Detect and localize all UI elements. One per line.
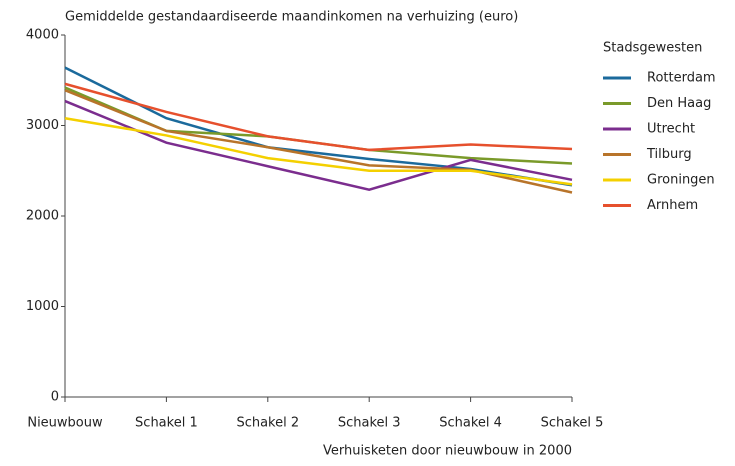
y-tick-label: 3000	[26, 118, 59, 133]
y-tick-label: 1000	[26, 299, 59, 314]
x-tick-label: Schakel 1	[135, 416, 198, 431]
series-line	[64, 99, 573, 192]
x-tick-label: Schakel 5	[541, 416, 604, 431]
x-tick-label: Schakel 4	[439, 416, 502, 431]
x-tick-label: Schakel 2	[236, 416, 299, 431]
legend-label: Groningen	[647, 173, 715, 188]
legend-label: Rotterdam	[647, 71, 716, 86]
y-tick-label: 4000	[26, 28, 59, 43]
y-tick-label: 2000	[26, 209, 59, 224]
chart-title: Gemiddelde gestandaardiseerde maandinkom…	[65, 10, 518, 25]
legend-label: Den Haag	[647, 96, 711, 111]
x-tick-label: Nieuwbouw	[27, 416, 103, 431]
y-tick-label: 0	[51, 390, 59, 405]
legend-label: Utrecht	[647, 122, 695, 137]
series-line	[64, 117, 573, 186]
legend-label: Tilburg	[646, 147, 692, 162]
series-line	[64, 66, 573, 187]
legend-label: Arnhem	[647, 198, 698, 213]
x-tick-label: Schakel 3	[338, 416, 401, 431]
series-line	[64, 82, 573, 152]
x-axis-label: Verhuisketen door nieuwbouw in 2000	[323, 444, 572, 459]
legend-title: Stadsgewesten	[603, 41, 702, 56]
